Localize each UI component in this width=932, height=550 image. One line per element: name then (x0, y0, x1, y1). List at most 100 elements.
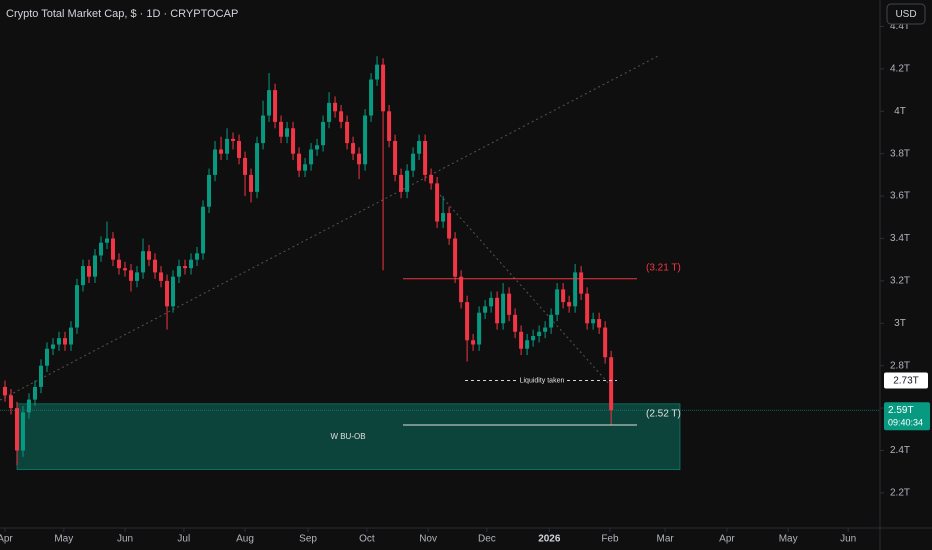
x-tick-label: Jun (840, 534, 856, 545)
candle-body (405, 170, 410, 192)
candle-body (93, 255, 98, 277)
candle-body (501, 293, 506, 324)
candle-body (261, 115, 266, 144)
x-tick-label: Mar (657, 534, 675, 545)
last-price-label: 2.59T (888, 405, 914, 416)
candle-body (231, 138, 236, 141)
candle-body (201, 206, 206, 254)
candle-body (441, 213, 446, 222)
candle-body (14, 408, 19, 451)
candle-body (549, 314, 554, 328)
candle-body (195, 253, 200, 260)
candle-body (435, 183, 440, 222)
x-tick-label: Nov (419, 534, 437, 545)
candle-body (87, 266, 92, 277)
candle-body (62, 338, 67, 345)
candle-body (411, 153, 416, 171)
candle-body (213, 149, 218, 175)
y-tick-label: 2.2T (890, 488, 910, 499)
candle-body (50, 344, 55, 349)
candle-body (267, 90, 272, 116)
candle-body (537, 331, 542, 337)
candle-body (273, 90, 278, 122)
candle-body (165, 280, 170, 307)
candle-body (387, 111, 392, 141)
candle-body (507, 293, 512, 315)
candle-body (297, 153, 302, 171)
currency-label: USD (895, 9, 916, 20)
candle-body (573, 272, 578, 307)
candle-body (291, 128, 296, 154)
candle-body (393, 140, 398, 175)
candle-body (32, 386, 37, 400)
candle-body (159, 272, 164, 281)
candle-body (489, 297, 494, 307)
candle-body (207, 174, 212, 207)
liquidity-label-bg (519, 374, 565, 387)
liquidity-label: Liquidity taken (520, 377, 565, 384)
x-tick-label: Jul (177, 534, 190, 545)
candle-body (543, 327, 548, 332)
candle-body (153, 259, 158, 273)
candle-body (345, 121, 350, 144)
candle-body (117, 259, 122, 269)
candle-body (171, 276, 176, 307)
candle-body (471, 340, 476, 345)
plot: W BU-OB2.2T2.4T2.6T2.8T3T3.2T3.4T3.6T3.8… (0, 21, 930, 545)
candle-body (519, 331, 524, 349)
x-tick-label: Feb (601, 534, 619, 545)
candle-body (74, 285, 79, 328)
zone-label: W BU-OB (330, 432, 365, 441)
candle-body (495, 297, 500, 324)
trend-line (0, 54, 661, 401)
candle-body (609, 357, 614, 411)
price-badge (884, 372, 928, 389)
countdown-label: 09:40:34 (888, 418, 923, 428)
candle-body (585, 293, 590, 324)
candle-body (321, 121, 326, 146)
x-tick-label: Oct (359, 534, 375, 545)
candle-body (513, 314, 518, 332)
y-tick-label: 3.2T (890, 276, 910, 287)
y-tick-label: 3T (894, 318, 906, 329)
x-tick-label: May (54, 534, 73, 545)
last-price-badge (884, 402, 930, 431)
x-tick-label: 2026 (538, 534, 561, 545)
resistance-label: (3.21 T) (646, 262, 681, 273)
y-tick-label: 3.6T (890, 191, 910, 202)
candle-body (417, 140, 422, 154)
candle-body (453, 238, 458, 277)
candle-body (255, 143, 260, 192)
x-tick-label: Jun (117, 534, 133, 545)
candle-body (483, 306, 488, 313)
candle-body (189, 259, 194, 269)
currency-button[interactable] (886, 3, 926, 25)
candle-body (285, 128, 290, 137)
candle-body (225, 138, 230, 154)
candle-body (20, 412, 25, 451)
y-tick-label: 3.8T (890, 148, 910, 159)
candle-body (147, 251, 152, 260)
candle-body (555, 289, 560, 315)
candle-body (141, 251, 146, 273)
candle-body (2, 386, 7, 396)
candle-body (465, 302, 470, 341)
candle-body (369, 79, 374, 116)
candle-body (315, 145, 320, 150)
order-block-zone (16, 403, 681, 470)
candle-body (129, 270, 134, 281)
candle-body (177, 266, 182, 277)
candle-body (105, 238, 110, 243)
candle-body (333, 102, 338, 112)
candle-body (525, 340, 530, 349)
candle-body (44, 348, 49, 366)
candle-body (135, 272, 140, 281)
candle-body (279, 121, 284, 137)
candle-body (303, 164, 308, 171)
candle-body (363, 115, 368, 165)
y-tick-label: 4T (894, 106, 906, 117)
y-tick-label: 2.4T (890, 445, 910, 456)
candle-body (351, 143, 356, 154)
candle-body (111, 238, 116, 260)
